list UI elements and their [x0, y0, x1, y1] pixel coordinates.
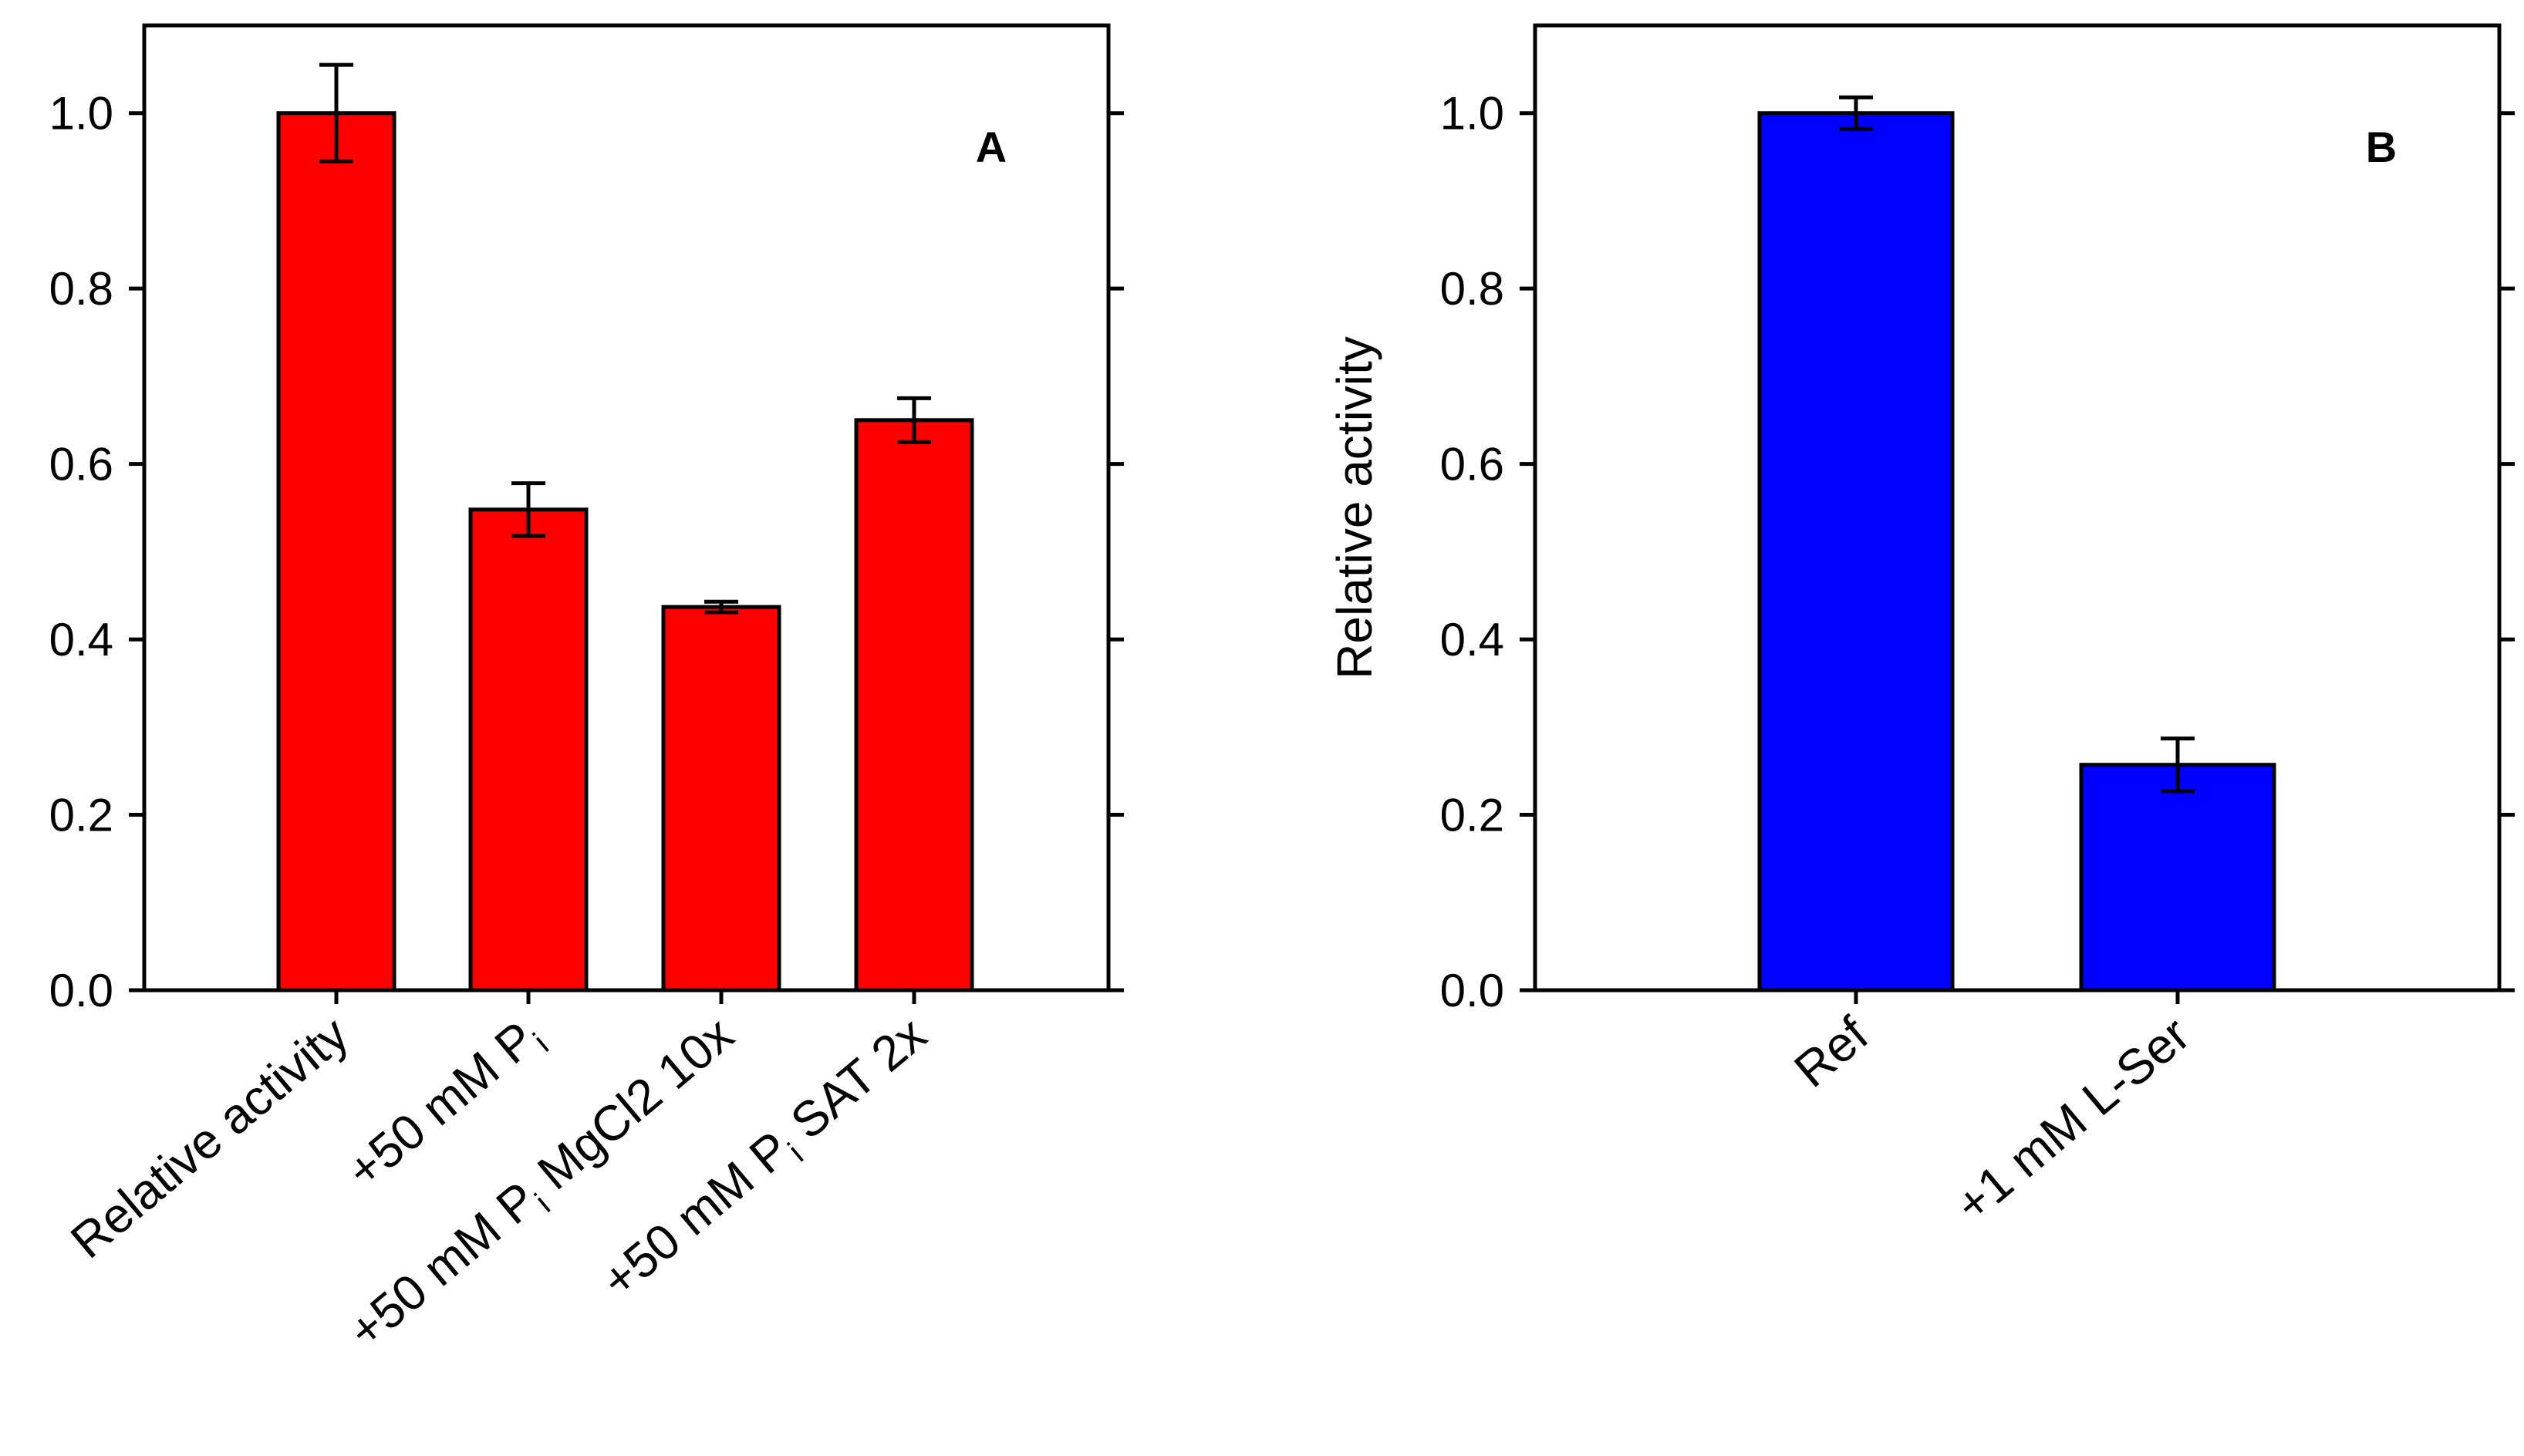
panel-a-y-tick-label: 0.8: [49, 263, 113, 315]
panel-a-category-label: +50 mM Pi SAT 2x: [591, 1006, 941, 1314]
panel-a-y-tick-label: 0.6: [49, 439, 113, 490]
panel-b-plot-frame: [1533, 23, 2502, 993]
panel-b-y-tick-label: 0.2: [1440, 790, 1504, 841]
panel-b-y-tick-label: 0.0: [1440, 965, 1504, 1016]
panel-b-category-label: Ref: [1783, 1006, 1878, 1097]
panel-a-y-tick-label: 0.2: [49, 790, 113, 841]
panel-a-bar: [468, 507, 589, 993]
panel-a-category-label-main: +50 mM P: [338, 1171, 547, 1360]
panel-b-y-tick-label: 1.0: [1440, 88, 1504, 140]
panel-a-bar: [854, 418, 974, 993]
panel-a-category-label-main: Relative activity: [60, 1006, 359, 1269]
panel-a-y-tick-label: 1.0: [49, 88, 113, 140]
panel-b-category-label-main: Ref: [1783, 1006, 1878, 1097]
panel-b-y-tick-label: 0.4: [1440, 614, 1504, 666]
panel-b-category-label-main: +1 mM L-Ser: [1945, 1006, 2200, 1233]
panel-b-y-tick-label: 0.6: [1440, 439, 1504, 490]
panel-b-bar: [2079, 763, 2276, 993]
panel-a-panel-letter: A: [976, 123, 1007, 171]
panel-b-y-tick-label: 0.8: [1440, 263, 1504, 315]
panel-a-category-label-main: +50 mM P: [336, 1011, 545, 1199]
panel-a-y-tick-label: 0.0: [49, 965, 113, 1016]
panel-a-category-label-suffix: SAT 2x: [770, 1006, 936, 1159]
panel-a-bar: [276, 111, 396, 993]
panel-b-category-label: +1 mM L-Ser: [1945, 1006, 2200, 1233]
panel-b-panel-letter: B: [2366, 123, 2397, 171]
panel-a-plot-frame: [142, 23, 1111, 993]
panel-b-bar: [1757, 111, 1955, 993]
panel-a-bar: [661, 605, 781, 993]
panel-a-y-tick-label: 0.4: [49, 614, 113, 666]
panel-a-category-label: Relative activity: [60, 1006, 359, 1269]
panel-b-chart: 0.0 0.2 0.4 0.6 0.8 1.0 Ref +1 mM L-Ser B Relativ…: [1327, 23, 2515, 1233]
panel-b-y-axis-title: Relative activity: [1327, 336, 1382, 679]
